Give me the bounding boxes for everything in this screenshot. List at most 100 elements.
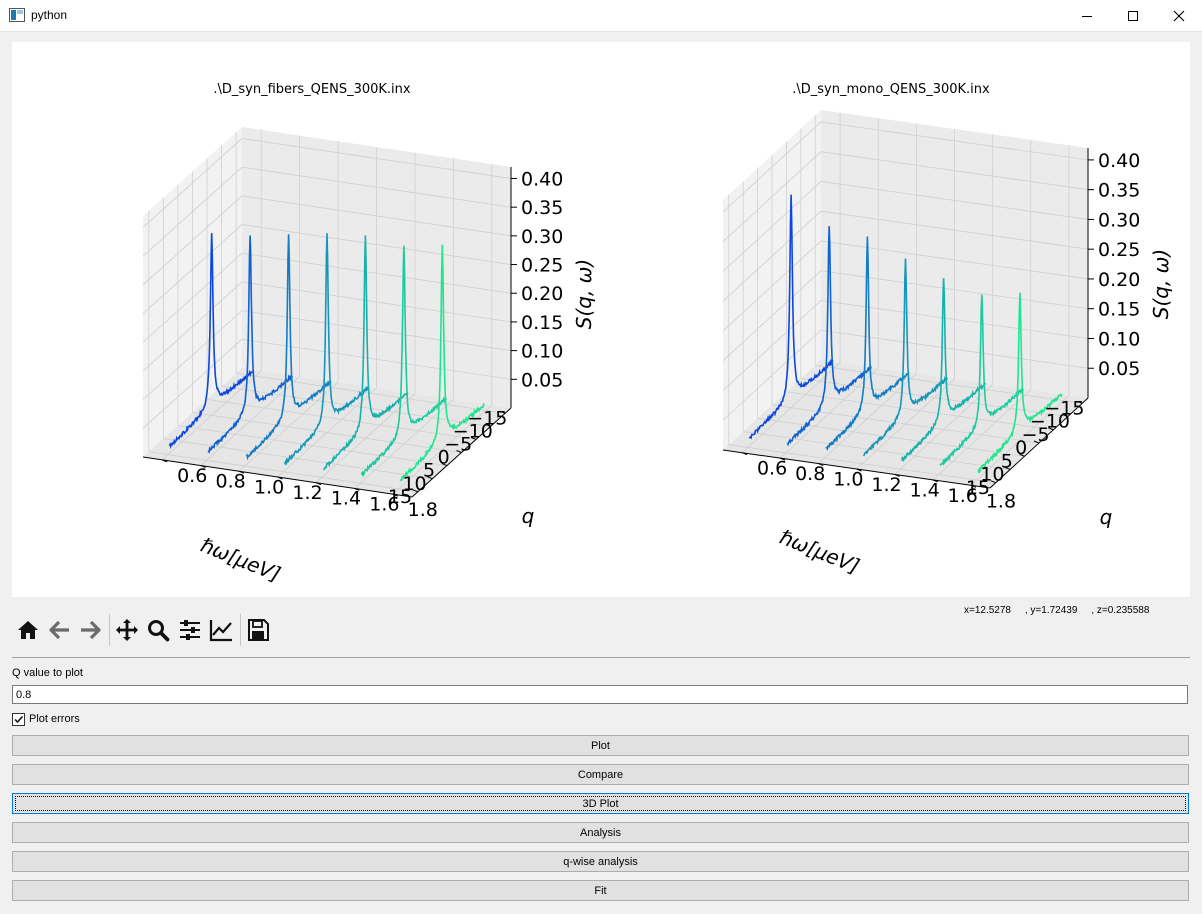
maximize-icon — [1128, 10, 1138, 21]
z-tick-label: 0.35 — [521, 197, 563, 219]
grid-line — [820, 121, 1089, 161]
x-tick-mark — [1033, 440, 1040, 444]
x-tick-mark — [470, 436, 477, 440]
grid-line — [741, 362, 841, 454]
grid-line — [142, 166, 243, 257]
z-tick-label: 0.20 — [1098, 269, 1140, 291]
y-tick-label: 1.6 — [948, 485, 978, 507]
y-tick-label: 1.8 — [986, 490, 1016, 512]
q-wise-analysis-button[interactable]: q-wise analysis — [12, 851, 1189, 872]
spectrum-line — [901, 278, 987, 463]
save-button[interactable] — [244, 616, 272, 644]
back-button[interactable] — [46, 616, 74, 644]
close-button[interactable] — [1156, 0, 1202, 31]
spectrum-line — [939, 294, 1024, 466]
x-axis-label: ℏω[μeV] — [197, 533, 284, 587]
x-tick-mark — [441, 463, 448, 467]
z-tick-label: 0.35 — [1098, 180, 1140, 202]
x-tick-label: −15 — [467, 407, 507, 429]
axes-edit-button[interactable] — [207, 616, 235, 644]
zoom-icon — [148, 620, 170, 642]
home-button[interactable] — [14, 616, 42, 644]
spectrum-line — [323, 235, 409, 471]
grid-line — [142, 138, 243, 228]
y-tick-label: 1.2 — [292, 482, 322, 504]
z-tick-label: 0.15 — [1098, 299, 1140, 321]
grid-line — [354, 399, 454, 489]
plot-title: .\D_syn_mono_QENS_300K.inx — [792, 82, 990, 97]
y-tick-mark — [354, 487, 360, 491]
grid-line — [722, 181, 822, 272]
subplots-config-button[interactable] — [176, 616, 204, 644]
plot-canvas[interactable]: −15 −10 −5 0 5 10 15 0.6 0.8 1.0 1.2 1.4 1.6 1.8 0.05 0… — [12, 42, 1190, 597]
spectrum-line — [786, 226, 872, 447]
spectrum-line — [245, 234, 332, 461]
grid-line — [820, 210, 1089, 250]
pan-button[interactable] — [113, 616, 141, 644]
z-tick-label: 0.25 — [1098, 239, 1140, 261]
pan-icon — [116, 619, 138, 641]
x-tick-label: −5 — [444, 433, 472, 455]
y-tick-mark — [741, 452, 748, 456]
subplots-config-icon — [180, 620, 200, 640]
z-tick-label: 0.05 — [1098, 358, 1140, 380]
z-tick-label: 0.30 — [1098, 209, 1140, 231]
spectrum-line — [168, 233, 255, 450]
y-tick-label: 0.6 — [177, 465, 207, 487]
fit-button[interactable]: Fit — [12, 880, 1189, 901]
plot-title: .\D_syn_fibers_QENS_300K.inx — [213, 82, 411, 97]
toolbar-separator — [109, 614, 110, 646]
maximize-button[interactable] — [1110, 0, 1156, 31]
x-tick-mark — [990, 480, 996, 484]
spectrum-line — [862, 258, 949, 457]
z-tick-label: 0.05 — [521, 369, 563, 391]
y-tick-mark — [932, 479, 938, 483]
y-tick-mark — [894, 473, 900, 477]
3d-plot-button[interactable]: 3D Plot — [12, 793, 1189, 814]
x-tick-mark — [1048, 427, 1054, 431]
q-value-label: Q value to plot — [12, 667, 83, 679]
back-icon — [49, 620, 69, 640]
minimize-button[interactable] — [1064, 0, 1110, 31]
grid-line — [241, 224, 512, 265]
y-tick-label: 1.8 — [408, 499, 438, 521]
grid-line — [142, 252, 243, 343]
z-tick-label: 0.40 — [1098, 150, 1140, 172]
y-tick-label: 1.0 — [833, 469, 863, 491]
analysis-button[interactable]: Analysis — [12, 822, 1189, 843]
y-tick-mark — [780, 457, 786, 461]
compare-button[interactable]: Compare — [12, 764, 1189, 785]
x-tick-label: 10 — [980, 464, 1004, 486]
x-axis-label: ℏω[μeV] — [776, 525, 863, 579]
grid-line — [722, 151, 822, 242]
x-tick-label: 0 — [438, 447, 450, 469]
grid-line — [818, 373, 917, 464]
x-tick-label: 0 — [1015, 437, 1027, 459]
grid-line — [856, 378, 955, 470]
forward-button[interactable] — [76, 616, 104, 644]
z-tick-label: 0.30 — [521, 226, 563, 248]
y-tick-label: 0.6 — [757, 458, 787, 480]
title-bar: python — [0, 0, 1202, 32]
x-tick-mark — [499, 410, 506, 414]
x-tick-mark — [456, 450, 462, 453]
spectrum-line — [748, 194, 834, 440]
y-tick-label: 0.8 — [216, 471, 246, 493]
spectrum-line — [207, 235, 294, 454]
grid-line — [392, 404, 493, 495]
y-tick-mark — [392, 493, 398, 497]
zoom-button[interactable] — [144, 616, 172, 644]
spectrum-line — [825, 236, 910, 451]
q-value-input[interactable] — [12, 685, 1188, 704]
python-app-icon — [9, 8, 25, 22]
toolbar-separator — [240, 614, 241, 646]
plot-button[interactable]: Plot — [12, 735, 1189, 756]
x-tick-mark — [1019, 453, 1025, 457]
grid-line — [722, 300, 822, 391]
y-tick-label: 1.0 — [254, 476, 284, 498]
grid-line — [142, 224, 243, 314]
plot-errors-checkbox[interactable] — [12, 713, 25, 726]
